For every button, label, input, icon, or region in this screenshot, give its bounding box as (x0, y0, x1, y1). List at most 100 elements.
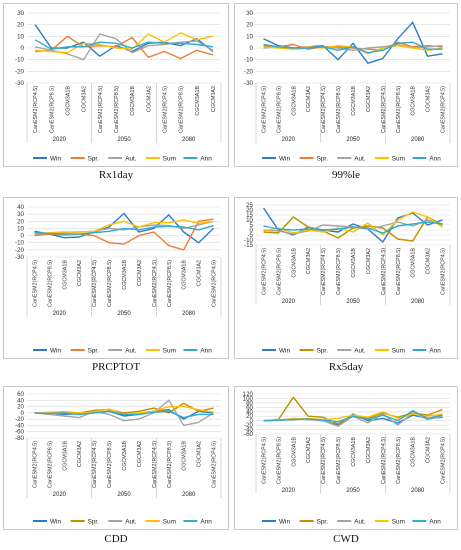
legend-label: Aut. (354, 155, 366, 162)
x-category-label: CGCM3A2 (426, 437, 432, 463)
chart-svg-rx1day: -30 -20 -10 0 10 20 30 CanESM2(RCP4.5) CanESM2(R… (3, 3, 229, 167)
y-tick-label: -10 (244, 57, 254, 64)
y-tick-label: -5 (247, 232, 253, 239)
period-label: 2020 (282, 137, 296, 143)
y-tick-label: 0 (21, 45, 25, 52)
legend-label: Sum (163, 518, 176, 525)
period-label: 2080 (411, 299, 425, 305)
x-category-label: CanESM2(RCP8.5) (336, 86, 342, 133)
x-category-label: CGCM3A1B (291, 86, 297, 116)
y-tick-label: 25 (246, 202, 253, 209)
x-category-label: CGCM3A1B (130, 86, 136, 116)
y-tick-label: 20 (17, 218, 24, 225)
period-label: 2080 (411, 137, 425, 143)
chart-svg-99le: -30 -20 -10 0 10 20 30 CanESM2(RCP4.5) CanESM2(R… (234, 3, 458, 167)
legend-label: Sum (392, 518, 405, 525)
y-tick-label: 20 (17, 22, 24, 29)
y-tick-label: 0 (21, 233, 25, 240)
panel-frame (234, 197, 458, 359)
caption-cwd: CWD (333, 533, 359, 545)
y-tick-label: 10 (246, 33, 253, 40)
chart-panel-99le: -30 -20 -10 0 10 20 30 CanESM2(RCP4.5) CanESM2(R… (234, 3, 458, 167)
x-category-label: CanESM2(RCP8.5) (396, 437, 402, 484)
period-label: 2080 (411, 488, 425, 494)
legend-label: Win (279, 155, 290, 162)
y-tick-label: -60 (244, 431, 254, 438)
legend-label: Win (279, 347, 290, 354)
y-tick-label: -30 (15, 80, 25, 87)
y-tick-label: 40 (17, 204, 24, 211)
legend-label: Sum (163, 155, 176, 162)
x-category-label: CanESM2(RCP8.5) (47, 260, 53, 307)
y-tick-label: 0 (250, 45, 254, 52)
y-tick-label: -20 (15, 247, 25, 254)
x-category-label: CanESM2(RCP8.5) (396, 248, 402, 295)
panel-frame (234, 386, 458, 530)
period-label: 2080 (182, 311, 196, 317)
legend-label: Win (279, 518, 290, 525)
y-tick-label: -20 (15, 68, 25, 75)
x-category-label: CanESM2(RCP4.5) (441, 248, 447, 295)
y-tick-label: -40 (15, 422, 25, 429)
legend-label: Ann (429, 155, 441, 162)
legend-label: Sum (392, 155, 405, 162)
caption-rx1day: Rx1day (98, 169, 134, 181)
y-tick-label: 100 (243, 395, 254, 402)
series-line-aut (34, 399, 214, 427)
x-category-label: CanESM2(RCP4.5) (261, 86, 267, 133)
legend-label: Spr. (317, 347, 329, 354)
y-tick-label: -60 (15, 429, 25, 436)
legend-label: Ann (200, 155, 212, 162)
x-category-label: CanESM2(RCP4.5) (152, 260, 158, 307)
series-line-ann (34, 224, 214, 235)
series-line-win (34, 212, 214, 244)
y-tick-label: -30 (15, 254, 25, 261)
x-category-label: CanESM2(RCP4.5) (98, 86, 104, 133)
period-label: 2050 (117, 137, 131, 143)
x-category-label: CanESM2(RCP8.5) (114, 86, 120, 133)
x-category-label: CanESM2(RCP4.5) (381, 248, 387, 295)
y-tick-label: 20 (246, 22, 253, 29)
panel-frame (3, 197, 229, 359)
series-line-win (34, 409, 214, 420)
period-label: 2020 (53, 311, 67, 317)
legend-label: Win (50, 155, 61, 162)
y-tick-label: 10 (17, 33, 24, 40)
legend-label: Spr. (88, 347, 100, 354)
x-category-label: CanESM2(RCP4.5) (261, 248, 267, 295)
period-label: 2020 (282, 488, 296, 494)
x-category-label: CanESM2(RCP4.5) (441, 86, 447, 133)
x-category-label: CGCM3A1B (122, 441, 128, 471)
panel-frame (3, 3, 229, 167)
x-category-label: CGCM3A2 (146, 86, 152, 112)
x-category-label: CGCM3A1B (291, 437, 297, 467)
x-category-label: CGCM3A2 (211, 86, 217, 112)
x-category-label: CanESM2(RCP4.5) (33, 86, 39, 133)
x-category-label: CGCM3A2 (306, 437, 312, 463)
series-line-spr (34, 218, 214, 251)
period-label: 2020 (282, 299, 296, 305)
x-category-label: CanESM2(RCP4.5) (321, 86, 327, 133)
y-tick-label: 20 (17, 404, 24, 411)
y-tick-label: -40 (244, 427, 254, 434)
series-line-ann (263, 221, 443, 234)
caption-prcptot: PRCPTOT (91, 361, 141, 373)
legend-label: Aut. (354, 518, 366, 525)
x-category-label: CGCM3A2 (137, 260, 143, 286)
chart-panel-rx5day: -15 -10 -5 0 5 10 15 20 25 CanESM2(RCP4.5) CanESM2… (234, 197, 458, 359)
series-line-sum (263, 211, 443, 236)
y-tick-label: 20 (246, 413, 253, 420)
x-category-label: CanESM2(RCP4.5) (212, 441, 218, 488)
y-tick-label: -10 (15, 240, 25, 247)
x-category-label: CGCM3A1B (195, 86, 201, 116)
panel-frame (234, 3, 458, 167)
y-tick-label: 0 (250, 227, 254, 234)
legend-label: Spr. (88, 155, 100, 162)
y-tick-label: -80 (15, 435, 25, 442)
y-tick-label: 0 (250, 418, 254, 425)
y-tick-label: -20 (244, 422, 254, 429)
x-category-label: CGCM3A2 (306, 86, 312, 112)
